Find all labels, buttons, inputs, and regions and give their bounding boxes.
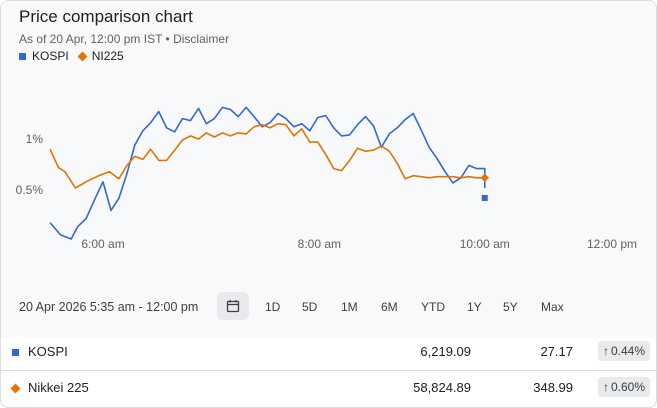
calendar-button[interactable]	[217, 292, 249, 320]
calendar-icon	[226, 300, 240, 313]
row-name: KOSPI	[28, 344, 68, 359]
comparison-row-nikkei[interactable]: Nikkei 225 58,824.89 348.99 ↑ 0.60%	[1, 371, 656, 407]
legend-item-kospi: KOSPI	[19, 49, 69, 63]
chart-title: Price comparison chart	[19, 7, 193, 26]
range-button-5d[interactable]: 5D	[302, 300, 318, 314]
subtitle-separator: •	[165, 32, 170, 46]
row-marker-kospi	[12, 349, 19, 356]
date-range-label: 20 Apr 2026 5:35 am - 12:00 pm	[19, 300, 199, 314]
row-percent: 0.60%	[610, 380, 645, 394]
row-divider	[1, 370, 656, 371]
row-percent: 0.44%	[610, 344, 645, 358]
legend-label-kospi: KOSPI	[32, 49, 69, 63]
end-marker-ni225	[480, 173, 489, 183]
arrow-up-icon: ↑	[602, 344, 609, 358]
x-tick-label: 12:00 pm	[587, 237, 637, 251]
chart-panel: Price comparison chart As of 20 Apr, 12:…	[1, 1, 656, 337]
row-percent-badge: ↑ 0.60%	[597, 377, 650, 397]
x-tick-label: 8:00 am	[298, 237, 341, 251]
as-of-text: As of 20 Apr, 12:00 pm IST	[19, 32, 163, 46]
legend-marker-ni225	[77, 51, 88, 61]
range-button-6m[interactable]: 6M	[381, 300, 398, 314]
arrow-up-icon: ↑	[602, 380, 609, 394]
row-price: 6,219.09	[420, 344, 471, 359]
range-button-ytd[interactable]: YTD	[421, 300, 445, 314]
range-button-5y[interactable]: 5Y	[503, 300, 518, 314]
range-button-1m[interactable]: 1M	[341, 300, 358, 314]
x-tick-label: 6:00 am	[81, 237, 124, 251]
chart-subtitle: As of 20 Apr, 12:00 pm IST • Disclaimer	[19, 32, 229, 46]
legend-label-ni225: NI225	[91, 49, 124, 63]
end-marker-kospi	[481, 194, 488, 201]
x-tick-label: 10:00 am	[460, 237, 510, 251]
series-line-ni225	[49, 122, 485, 189]
chart-legend: KOSPI NI225	[19, 49, 134, 63]
y-tick-label: 0.5%	[16, 183, 44, 197]
legend-marker-kospi	[19, 52, 26, 60]
y-tick-label: 1%	[26, 132, 44, 146]
legend-item-ni225: NI225	[77, 49, 124, 63]
row-percent-badge: ↑ 0.44%	[597, 341, 650, 361]
disclaimer-link[interactable]: Disclaimer	[173, 32, 230, 46]
comparison-row-kospi[interactable]: KOSPI 6,219.09 27.17 ↑ 0.44%	[1, 335, 656, 371]
row-marker-nikkei	[10, 383, 21, 394]
row-change: 348.99	[533, 380, 573, 395]
range-button-max[interactable]: Max	[541, 300, 564, 314]
range-button-1d[interactable]: 1D	[265, 300, 281, 314]
row-name: Nikkei 225	[28, 380, 89, 395]
line-chart[interactable]: 0.5% 1% 6:00 am 8:00 am 10:00 am 12:00 pm	[1, 71, 656, 256]
range-button-1y[interactable]: 1Y	[467, 300, 482, 314]
series-line-kospi	[49, 106, 486, 240]
row-price: 58,824.89	[413, 380, 471, 395]
row-change: 27.17	[540, 344, 573, 359]
